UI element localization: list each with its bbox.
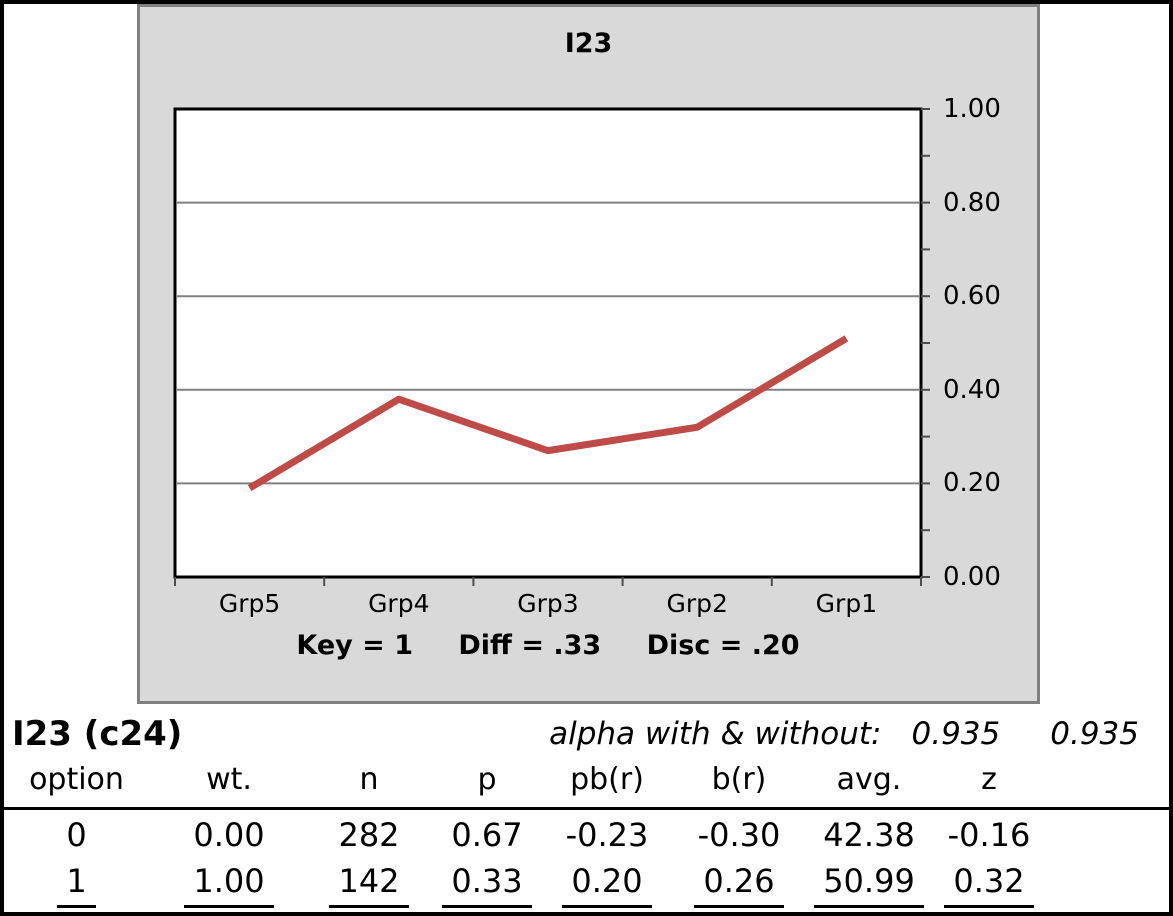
y-axis-label: 0.60 <box>943 281 1001 312</box>
column-header-br: b(r) <box>669 760 809 810</box>
chart-title: I23 <box>564 28 613 59</box>
item-summary-section: I23 (c24) alpha with & without: 0.935 0.… <box>4 708 1169 910</box>
y-axis-label: 1.00 <box>943 94 1001 124</box>
x-axis-label: Grp3 <box>517 589 579 618</box>
column-header-wt: wt. <box>149 760 309 810</box>
y-axis-label: 0.00 <box>943 562 1001 592</box>
chart-annotation: Key = 1 Diff = .33 Disc = .20 <box>175 631 921 661</box>
alpha-row: I23 (c24) alpha with & without: 0.935 0.… <box>4 708 1169 760</box>
cell: 1.00 <box>149 860 309 910</box>
cell: 0.33 <box>429 860 545 910</box>
item-label: I23 (c24) <box>12 714 183 754</box>
column-header-p: p <box>429 760 545 810</box>
cell: 0.20 <box>545 860 669 910</box>
cell: 1 <box>4 860 149 910</box>
cell: 42.38 <box>823 816 915 854</box>
cell: 0.00 <box>193 816 265 854</box>
column-header-avg: avg. <box>809 760 929 810</box>
cell: 282 <box>338 816 400 854</box>
x-axis-label: Grp1 <box>815 589 878 618</box>
spacer-header <box>1049 760 1169 810</box>
discrimination-label: Disc = .20 <box>646 630 800 661</box>
table-header-row: option wt. n p pb(r) b(r) avg. z <box>4 760 1169 810</box>
table-row: 0 0.00 282 0.67 -0.23 -0.30 42.38 -0.16 <box>4 809 1169 861</box>
cell: -0.30 <box>697 816 781 854</box>
option-statistics-table: option wt. n p pb(r) b(r) avg. z 0 0.00 282 0.67 -0… <box>4 760 1169 910</box>
difficulty-label: Diff = .33 <box>458 630 602 661</box>
y-axis-label: 0.80 <box>943 187 1001 218</box>
y-axis-label: 0.40 <box>943 374 1001 405</box>
score-line <box>247 335 849 492</box>
column-header-z: z <box>929 760 1049 810</box>
x-axis-label: Grp4 <box>368 589 430 618</box>
cell: 50.99 <box>809 860 929 910</box>
column-header-option: option <box>4 760 149 810</box>
spacer-cell <box>1049 860 1169 910</box>
key-label: Key = 1 <box>296 630 413 661</box>
cell: 0.26 <box>669 860 809 910</box>
quintile-plot-panel: I23 0.00 0.20 0.40 0.60 0.80 1.00 Grp5 Grp4 Grp3… <box>137 4 1040 704</box>
alpha-with-value: 0.935 <box>911 716 1001 752</box>
alpha-without-value: 0.935 <box>1050 716 1139 752</box>
spacer-cell <box>1049 809 1169 861</box>
x-axis-label: Grp2 <box>666 589 728 618</box>
cell: 0.67 <box>451 816 523 854</box>
column-header-n: n <box>309 760 429 810</box>
cell: -0.23 <box>565 816 649 854</box>
cell: 0.32 <box>929 860 1049 910</box>
cell: 142 <box>309 860 429 910</box>
y-axis-label: 0.20 <box>943 468 1001 499</box>
cell: 0 <box>66 816 87 854</box>
x-axis-label: Grp5 <box>218 589 281 618</box>
alpha-with-without-label: alpha with & without: <box>549 716 882 752</box>
table-row: 1 1.00 142 0.33 0.20 0.26 50.99 0.32 <box>4 860 1169 910</box>
plot-border <box>173 107 923 579</box>
quintile-plot <box>173 107 930 586</box>
column-header-pbr: pb(r) <box>545 760 669 810</box>
cell: -0.16 <box>947 816 1031 854</box>
